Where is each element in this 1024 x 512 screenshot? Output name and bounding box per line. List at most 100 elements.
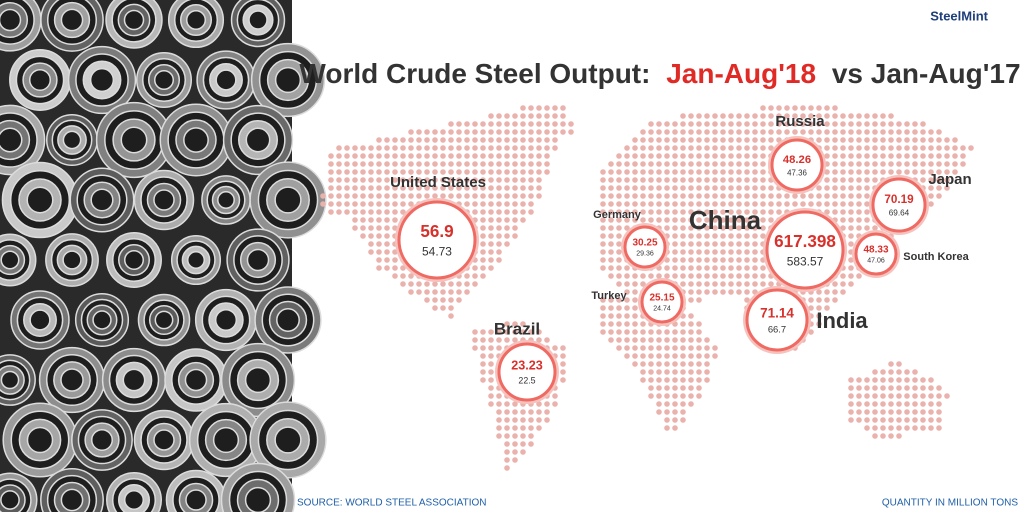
map-dot — [496, 209, 502, 215]
map-dot — [728, 177, 734, 183]
map-dot — [912, 121, 918, 127]
bubbles: 56.9 54.73 United States 23.23 22.5 Brazil 30.… — [390, 113, 972, 404]
pipe — [276, 308, 300, 332]
map-dot — [904, 161, 910, 167]
map-dot — [648, 169, 654, 175]
map-dot — [680, 329, 686, 335]
map-dot — [856, 393, 862, 399]
map-dot — [928, 169, 934, 175]
map-dot — [728, 161, 734, 167]
map-dot — [424, 185, 430, 191]
map-dot — [624, 153, 630, 159]
map-dot — [520, 417, 526, 423]
map-dot — [376, 241, 382, 247]
map-dot — [392, 161, 398, 167]
map-dot — [480, 217, 486, 223]
map-dot — [864, 145, 870, 151]
map-dot — [760, 113, 766, 119]
map-dot — [856, 201, 862, 207]
map-dot — [552, 393, 558, 399]
map-dot — [520, 153, 526, 159]
map-dot — [664, 369, 670, 375]
map-dot — [600, 217, 606, 223]
map-dot — [368, 217, 374, 223]
map-dot — [528, 177, 534, 183]
map-dot — [480, 121, 486, 127]
map-dot — [896, 393, 902, 399]
map-dot — [544, 121, 550, 127]
map-dot — [928, 137, 934, 143]
map-dot — [784, 113, 790, 119]
map-dot — [920, 169, 926, 175]
map-dot — [752, 113, 758, 119]
map-dot — [528, 113, 534, 119]
map-dot — [936, 185, 942, 191]
pipe — [120, 126, 148, 154]
map-dot — [696, 129, 702, 135]
map-dot — [368, 177, 374, 183]
map-dot — [888, 377, 894, 383]
map-dot — [464, 177, 470, 183]
map-dot — [896, 129, 902, 135]
map-dot — [480, 225, 486, 231]
map-dot — [656, 369, 662, 375]
map-dot — [744, 265, 750, 271]
map-dot — [664, 169, 670, 175]
map-dot — [344, 177, 350, 183]
map-dot — [408, 161, 414, 167]
map-dot — [640, 169, 646, 175]
map-dot — [432, 289, 438, 295]
map-dot — [776, 105, 782, 111]
map-dot — [392, 145, 398, 151]
map-dot — [352, 145, 358, 151]
map-dot — [728, 185, 734, 191]
map-dot — [408, 281, 414, 287]
map-dot — [824, 185, 830, 191]
map-dot — [448, 193, 454, 199]
map-dot — [880, 161, 886, 167]
map-dot — [760, 121, 766, 127]
map-dot — [440, 177, 446, 183]
pipe — [28, 68, 52, 92]
value-2017: 69.64 — [889, 209, 910, 218]
pipe — [123, 489, 145, 511]
map-dot — [672, 137, 678, 143]
pipe — [89, 67, 115, 93]
map-dot — [752, 249, 758, 255]
map-dot — [384, 249, 390, 255]
map-dot — [864, 377, 870, 383]
map-dot — [656, 193, 662, 199]
map-dot — [432, 137, 438, 143]
map-dot — [816, 137, 822, 143]
map-dot — [752, 273, 758, 279]
map-dot — [456, 297, 462, 303]
map-dot — [536, 329, 542, 335]
map-dot — [328, 169, 334, 175]
map-dot — [368, 241, 374, 247]
map-dot — [920, 145, 926, 151]
map-dot — [816, 201, 822, 207]
map-dot — [616, 169, 622, 175]
map-dot — [528, 121, 534, 127]
map-dot — [864, 185, 870, 191]
map-dot — [608, 169, 614, 175]
pipe — [215, 69, 237, 91]
map-dot — [384, 217, 390, 223]
map-dot — [512, 169, 518, 175]
map-dot — [648, 369, 654, 375]
map-dot — [560, 105, 566, 111]
map-dot — [704, 241, 710, 247]
map-dot — [816, 297, 822, 303]
map-dot — [504, 441, 510, 447]
map-dot — [648, 273, 654, 279]
map-dot — [360, 193, 366, 199]
map-dot — [408, 137, 414, 143]
map-dot — [912, 401, 918, 407]
pipe — [245, 127, 271, 153]
map-dot — [952, 145, 958, 151]
map-dot — [664, 409, 670, 415]
map-dot — [784, 193, 790, 199]
map-dot — [848, 177, 854, 183]
map-dot — [720, 217, 726, 223]
map-dot — [760, 217, 766, 223]
